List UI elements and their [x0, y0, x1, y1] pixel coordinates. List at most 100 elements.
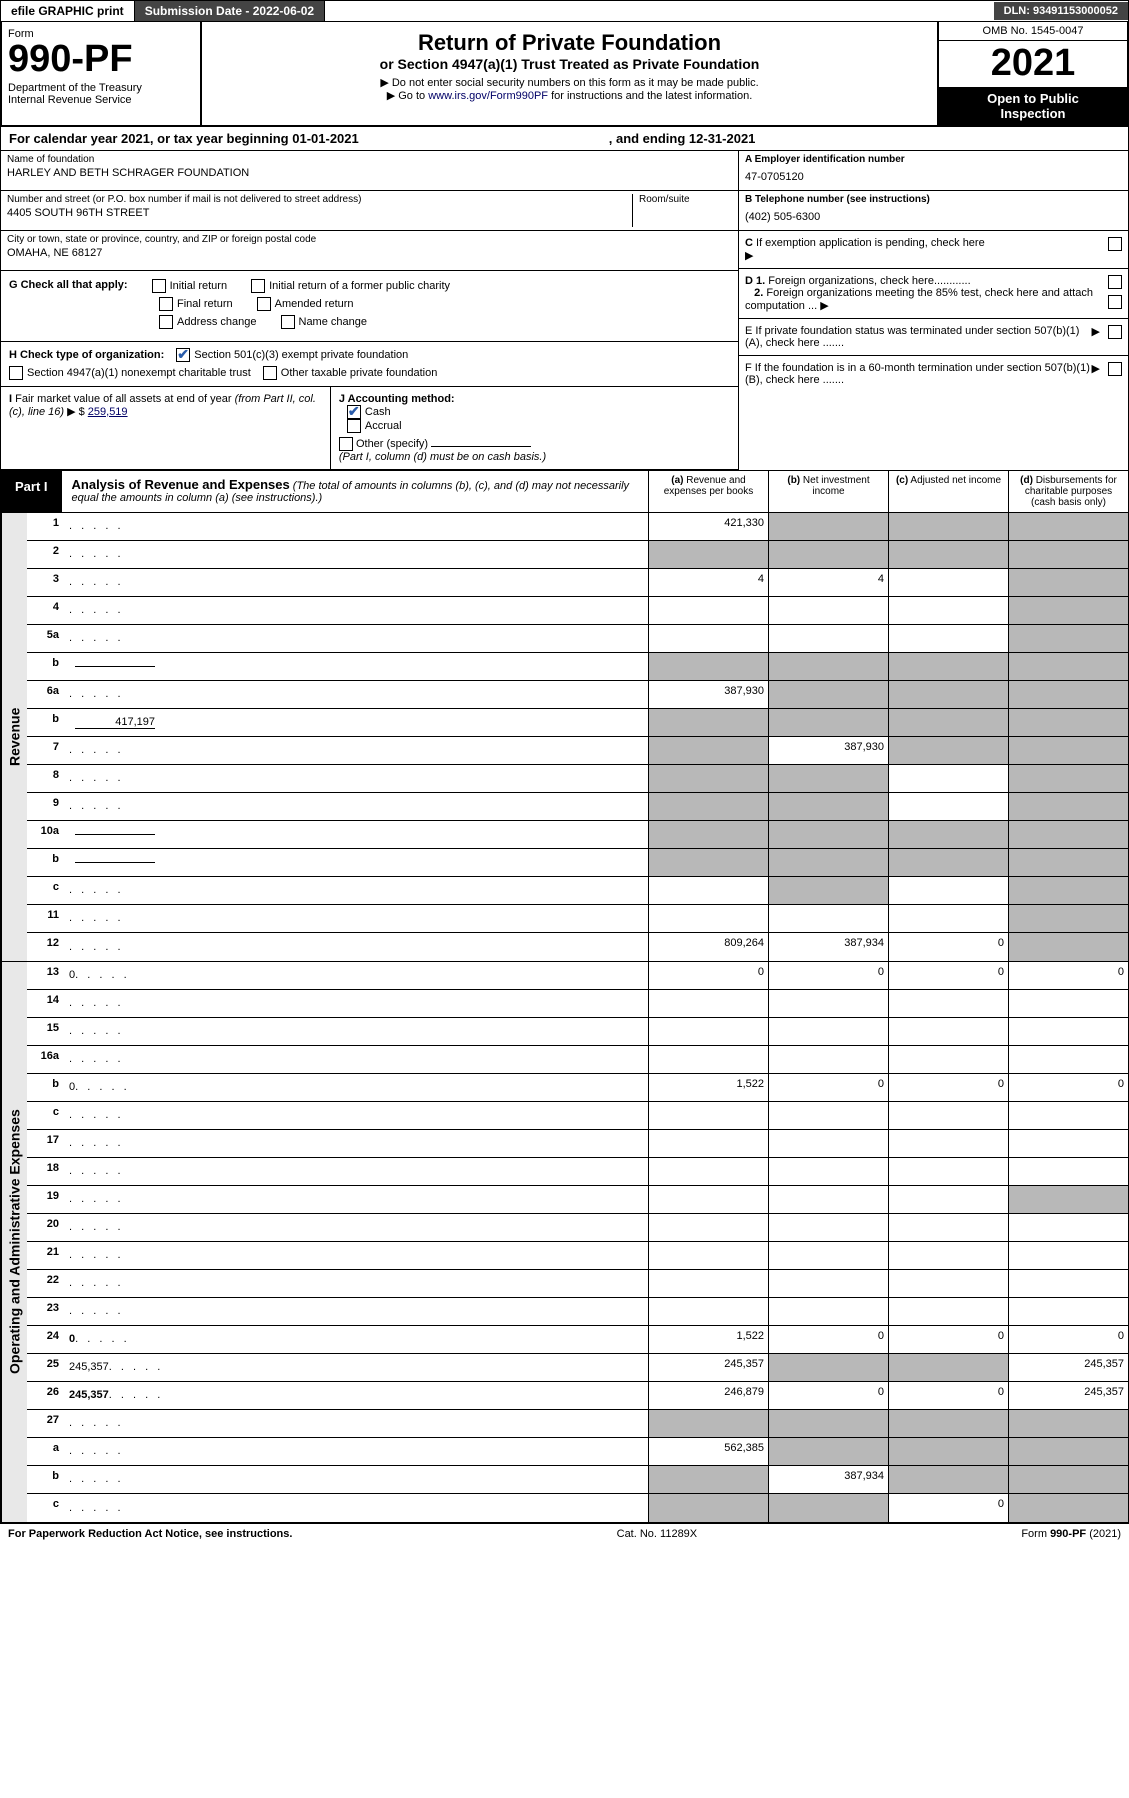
cash-checkbox[interactable] [347, 405, 361, 419]
part1-label: Part I [1, 471, 62, 512]
table-row: 6a . . . . .387,930 [27, 681, 1128, 709]
revenue-side-label: Revenue [1, 513, 27, 961]
row-number: 2 [27, 541, 63, 568]
cell-col-a [648, 1018, 768, 1045]
name-change-checkbox[interactable] [281, 315, 295, 329]
row-number: 23 [27, 1298, 63, 1325]
cell-col-a [648, 625, 768, 652]
cal-begin-val: 01-01-2021 [292, 131, 359, 146]
cell-col-d: 245,357 [1008, 1382, 1128, 1409]
row-description: . . . . . [63, 765, 648, 792]
cell-col-c [888, 1102, 1008, 1129]
cell-col-c [888, 821, 1008, 848]
cell-col-d [1008, 1102, 1128, 1129]
row-description: . . . . . [63, 513, 648, 540]
table-row: 27 . . . . . [27, 1410, 1128, 1438]
row-description: 417,197 [63, 709, 648, 736]
cell-col-d [1008, 905, 1128, 932]
cell-col-b [768, 821, 888, 848]
table-row: 4 . . . . . [27, 597, 1128, 625]
501c3-checkbox[interactable] [176, 348, 190, 362]
col-b-header: (b) Net investment income [768, 471, 888, 512]
cell-col-a [648, 1410, 768, 1437]
cell-col-d [1008, 1410, 1128, 1437]
4947-label: Section 4947(a)(1) nonexempt charitable … [27, 367, 251, 379]
cell-col-b [768, 849, 888, 876]
cell-col-c [888, 1186, 1008, 1213]
cell-col-a [648, 849, 768, 876]
e-checkbox[interactable] [1108, 325, 1122, 339]
cash-label: Cash [365, 406, 391, 418]
row-description: 0 . . . . . [63, 962, 648, 989]
cell-col-d [1008, 990, 1128, 1017]
final-return-checkbox[interactable] [159, 297, 173, 311]
initial-return-checkbox[interactable] [152, 279, 166, 293]
other-taxable-checkbox[interactable] [263, 366, 277, 380]
c-checkbox[interactable] [1108, 237, 1122, 251]
e-row: E If private foundation status was termi… [739, 319, 1128, 356]
row-number: 19 [27, 1186, 63, 1213]
table-row: c . . . . . [27, 877, 1128, 905]
cell-col-b [768, 541, 888, 568]
section-h: H Check type of organization: Section 50… [1, 342, 738, 387]
cell-col-a: 245,357 [648, 1354, 768, 1381]
row-number: b [27, 1074, 63, 1101]
cell-col-a [648, 1046, 768, 1073]
part1-desc: Analysis of Revenue and Expenses (The to… [62, 471, 648, 512]
form-header-center: Return of Private Foundation or Section … [202, 22, 937, 125]
cell-col-c [888, 793, 1008, 820]
cell-col-d [1008, 513, 1128, 540]
table-row: c . . . . . [27, 1102, 1128, 1130]
initial-former-checkbox[interactable] [251, 279, 265, 293]
cell-col-b: 387,934 [768, 1466, 888, 1493]
cell-col-a: 421,330 [648, 513, 768, 540]
d1-checkbox[interactable] [1108, 275, 1122, 289]
f-checkbox[interactable] [1108, 362, 1122, 376]
row-number: 18 [27, 1158, 63, 1185]
part1-title: Analysis of Revenue and Expenses [72, 477, 290, 492]
cell-col-c [888, 877, 1008, 904]
cell-col-a [648, 1298, 768, 1325]
row-number: 13 [27, 962, 63, 989]
table-row: b0 . . . . .1,522000 [27, 1074, 1128, 1102]
row-number: 5a [27, 625, 63, 652]
row-description [63, 849, 648, 876]
row-description: . . . . . [63, 905, 648, 932]
cal-mid: , and ending [609, 131, 689, 146]
name-label: Name of foundation [7, 154, 732, 165]
c-row: C If exemption application is pending, c… [739, 231, 1128, 269]
table-row: 12 . . . . .809,264387,9340 [27, 933, 1128, 961]
revenue-table: Revenue 1 . . . . .421,3302 . . . . .3 .… [0, 513, 1129, 962]
row-number: 7 [27, 737, 63, 764]
efile-button[interactable]: efile GRAPHIC print [1, 1, 135, 21]
cell-col-d: 245,357 [1008, 1354, 1128, 1381]
cell-col-a [648, 765, 768, 792]
table-row: 22 . . . . . [27, 1270, 1128, 1298]
irs-link[interactable]: www.irs.gov/Form990PF [428, 90, 548, 102]
dln-label-text: DLN: [1004, 5, 1033, 17]
name-change-label: Name change [299, 316, 368, 328]
f-row: F If the foundation is in a 60-month ter… [739, 356, 1128, 392]
table-row: 1 . . . . .421,330 [27, 513, 1128, 541]
cell-col-a [648, 597, 768, 624]
row-description: . . . . . [63, 1186, 648, 1213]
cell-col-b: 4 [768, 569, 888, 596]
cell-col-a [648, 1186, 768, 1213]
row-description: . . . . . [63, 1438, 648, 1465]
address-change-checkbox[interactable] [159, 315, 173, 329]
amended-return-checkbox[interactable] [257, 297, 271, 311]
4947-checkbox[interactable] [9, 366, 23, 380]
other-method-label: Other (specify) [356, 438, 428, 450]
cal-prefix: For calendar year 2021, or tax year begi… [9, 131, 292, 146]
cell-col-b: 387,934 [768, 933, 888, 961]
cell-col-b [768, 625, 888, 652]
row-description: 245,357 . . . . . [63, 1354, 648, 1381]
cell-col-b [768, 1242, 888, 1269]
accrual-checkbox[interactable] [347, 419, 361, 433]
other-method-checkbox[interactable] [339, 437, 353, 451]
row-number: b [27, 1466, 63, 1493]
table-row: 16a . . . . . [27, 1046, 1128, 1074]
cell-col-c [888, 653, 1008, 680]
d2-checkbox[interactable] [1108, 295, 1122, 309]
form-title: Return of Private Foundation [210, 30, 929, 56]
